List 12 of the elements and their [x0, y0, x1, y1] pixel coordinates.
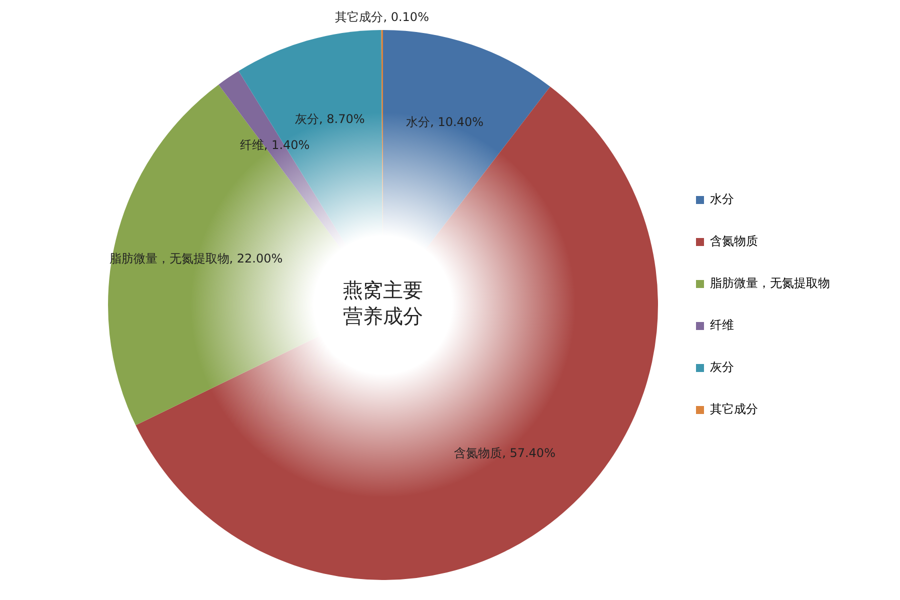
data-label: 水分, 10.40%: [406, 114, 484, 129]
legend-label: 其它成分: [710, 402, 758, 416]
legend-label: 纤维: [710, 318, 734, 332]
data-label: 其它成分, 0.10%: [335, 10, 429, 24]
data-label: 含氮物质, 57.40%: [454, 446, 556, 460]
legend-label: 含氮物质: [710, 234, 758, 248]
legend-label: 水分: [710, 192, 734, 206]
legend-label: 脂肪微量，无氮提取物: [710, 276, 830, 290]
data-label: 纤维, 1.40%: [240, 138, 310, 152]
text: 燕窝主要营养成分: [343, 278, 423, 328]
legend-label: 灰分: [710, 360, 734, 374]
data-label: 灰分, 8.70%: [295, 112, 365, 126]
